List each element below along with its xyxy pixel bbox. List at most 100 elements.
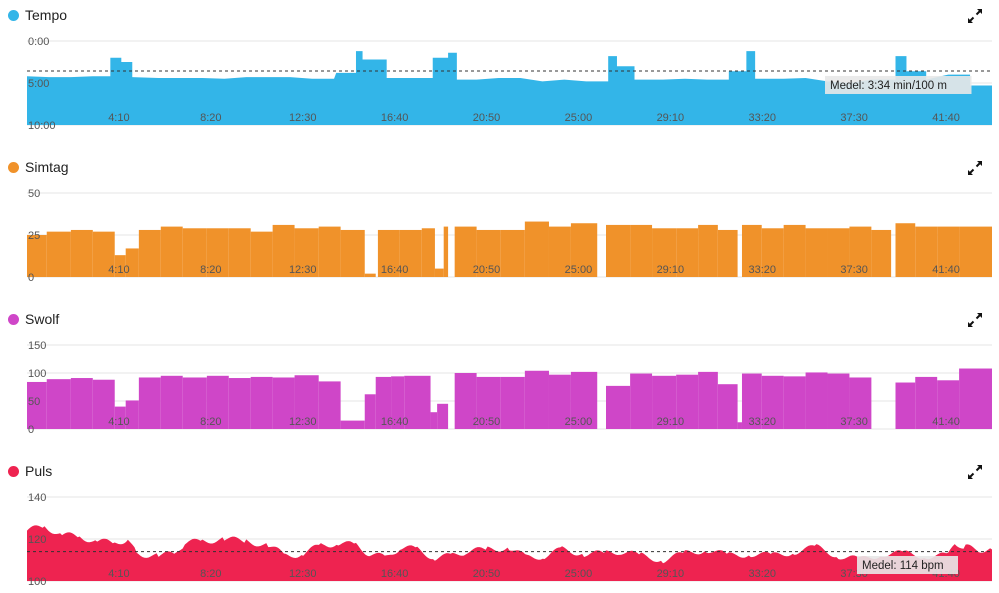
bar (717, 384, 738, 429)
bar (606, 224, 631, 277)
bar (125, 248, 139, 277)
x-tick-label: 12:30 (289, 568, 317, 580)
bar (805, 228, 828, 277)
series-color-dot (8, 465, 19, 477)
bar (761, 375, 784, 429)
expand-icon[interactable] (967, 8, 983, 24)
bar (676, 374, 699, 429)
x-tick-label: 4:10 (108, 416, 129, 428)
panel-title: Simtag (25, 159, 69, 175)
area-fill (27, 525, 992, 581)
bar (606, 385, 631, 429)
x-tick-label: 41:40 (932, 112, 960, 124)
x-tick-label: 41:40 (932, 264, 960, 276)
x-tick-label: 37:30 (840, 264, 868, 276)
x-tick-label: 20:50 (473, 416, 501, 428)
bar (959, 226, 992, 277)
average-label-text: Medel: 3:34 min/100 m (830, 80, 947, 92)
bar (548, 374, 571, 429)
bar (114, 406, 126, 429)
x-tick-label: 29:10 (657, 112, 685, 124)
bar (630, 224, 653, 277)
x-tick-label: 16:40 (381, 264, 409, 276)
y-tick-label: 25 (28, 230, 40, 242)
panel-title: Puls (25, 463, 53, 479)
bar (318, 226, 341, 277)
bar (430, 412, 438, 429)
expand-icon[interactable] (967, 464, 983, 480)
bar (228, 378, 251, 429)
bar (915, 226, 938, 277)
bar (805, 372, 828, 429)
bar (250, 376, 273, 429)
x-tick-label: 20:50 (473, 264, 501, 276)
bar (182, 377, 207, 429)
bar (138, 377, 161, 429)
bar (160, 226, 183, 277)
x-tick-label: 29:10 (657, 416, 685, 428)
y-tick-label: 140 (28, 492, 46, 504)
bar (761, 228, 784, 277)
bar (46, 379, 71, 429)
expand-icon[interactable] (967, 160, 983, 176)
bar (548, 226, 571, 277)
bar (783, 224, 806, 277)
panel-swolf: 150 100 50 0 4:10 8:20 12:30 16:40 20:50 25:00 29:… (0, 304, 999, 456)
series (27, 525, 992, 581)
bar (404, 375, 431, 429)
bar (318, 381, 341, 429)
x-tick-label: 4:10 (108, 112, 129, 124)
y-tick-label: 0 (28, 272, 34, 284)
y-tick-label: 100 (28, 368, 46, 380)
panel-header: Swolf (8, 310, 59, 328)
bar (340, 420, 365, 429)
y-tick-label: 5:00 (28, 78, 49, 90)
bar (827, 373, 850, 429)
x-tick-label: 25:00 (565, 112, 593, 124)
average-label-bg (825, 75, 972, 94)
expand-icon[interactable] (967, 312, 983, 328)
x-tick-label: 25:00 (565, 264, 593, 276)
x-tick-label: 25:00 (565, 416, 593, 428)
series (27, 221, 992, 277)
average-label: Medel: 114 bpm (857, 556, 958, 574)
bar (340, 229, 365, 277)
bar (377, 229, 400, 277)
bar (434, 268, 444, 277)
bar (160, 375, 183, 429)
y-tick-label: 0:00 (28, 36, 49, 48)
x-tick-label: 20:50 (473, 568, 501, 580)
bar (125, 400, 139, 429)
x-tick-label: 37:30 (840, 112, 868, 124)
average-label-text: Medel: 114 bpm (862, 560, 944, 572)
average-label-bg (857, 556, 958, 574)
x-tick-label: 12:30 (289, 112, 317, 124)
y-tick-label: 0 (28, 424, 34, 436)
bar (783, 376, 806, 429)
bar (827, 228, 850, 277)
bar (652, 228, 677, 277)
panel-simtag: 50 25 0 4:10 8:20 12:30 16:40 20:50 25:00 29:10 33… (0, 152, 999, 304)
bar (476, 229, 501, 277)
x-tick-label: 37:30 (840, 416, 868, 428)
puls-chart: 140 120 100 4:10 8:20 12:30 16:40 20:50 25:00 29:… (27, 492, 992, 588)
bar (364, 273, 376, 277)
bar (70, 378, 93, 429)
series-color-dot (8, 9, 19, 21)
x-tick-label: 8:20 (200, 416, 221, 428)
bar (500, 229, 525, 277)
bar (676, 228, 699, 277)
bar (500, 376, 525, 429)
bar (524, 221, 549, 277)
bar (652, 375, 677, 429)
x-tick-label: 33:20 (748, 264, 776, 276)
bar (570, 371, 598, 429)
bar (871, 229, 892, 277)
x-tick-label: 16:40 (381, 568, 409, 580)
bar (937, 226, 960, 277)
swolf-chart: 150 100 50 0 4:10 8:20 12:30 16:40 20:50 25:00 29:… (27, 340, 992, 436)
bar (915, 376, 938, 429)
bar (849, 377, 872, 429)
bar (741, 373, 762, 429)
bar (698, 224, 718, 277)
